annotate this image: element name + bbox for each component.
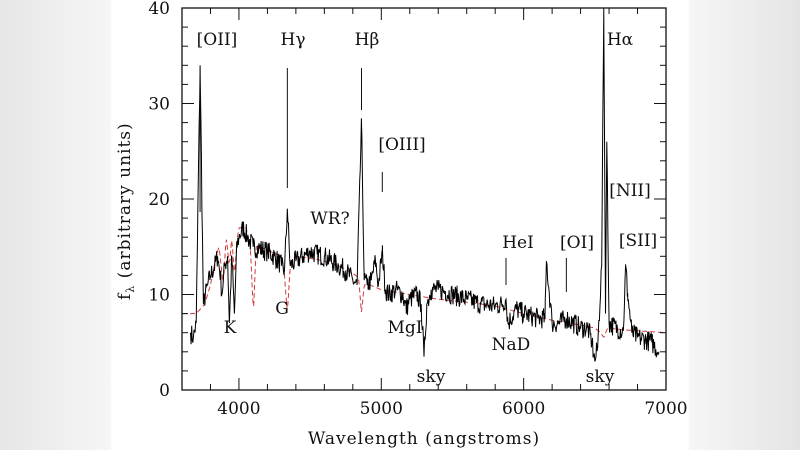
line-label: [SII] bbox=[619, 231, 657, 251]
line-label: Hγ bbox=[281, 30, 306, 50]
y-tick-label: 0 bbox=[159, 381, 170, 401]
line-label: Hβ bbox=[355, 30, 380, 50]
y-axis-label-main: f bbox=[115, 292, 135, 300]
x-axis-label: Wavelength (angstroms) bbox=[308, 429, 540, 449]
line-label: Hα bbox=[607, 30, 634, 50]
line-label: [OII] bbox=[197, 30, 238, 50]
line-label: WR? bbox=[310, 209, 349, 229]
plot-frame bbox=[181, 7, 667, 391]
line-label: sky bbox=[417, 367, 446, 387]
x-tick-label: 7000 bbox=[644, 399, 687, 419]
y-axis-label-sub: λ bbox=[124, 285, 137, 293]
x-tick-label: 4000 bbox=[217, 399, 260, 419]
y-tick-label: 30 bbox=[148, 95, 170, 115]
series-layer bbox=[182, 7, 666, 362]
line-label: [OI] bbox=[560, 233, 594, 253]
line-label: [NII] bbox=[609, 181, 651, 201]
line-label: HeI bbox=[502, 233, 534, 253]
svg-text:fλ (arbitrary units): fλ (arbitrary units) bbox=[115, 122, 137, 300]
tick-layer: 4000 5000 6000 7000 0 10 20 30 40 bbox=[148, 0, 687, 419]
series-observed bbox=[190, 7, 660, 362]
line-label: NaD bbox=[492, 335, 531, 355]
y-tick-label: 10 bbox=[148, 286, 170, 306]
line-label: [OIII] bbox=[378, 135, 425, 155]
line-label: K bbox=[224, 318, 237, 338]
line-label: sky bbox=[586, 367, 615, 387]
y-axis-label: fλ (arbitrary units) bbox=[115, 122, 137, 300]
line-label: MgI bbox=[387, 318, 422, 338]
line-label: G bbox=[275, 299, 289, 319]
y-tick-label: 40 bbox=[148, 0, 170, 19]
annotation-layer: [OII] Hγ Hβ [OIII] WR? HeI [OI] Hα [NII] [SII] K G M… bbox=[197, 30, 657, 387]
x-tick-label: 5000 bbox=[360, 399, 403, 419]
y-tick-label: 20 bbox=[148, 190, 170, 210]
x-tick-label: 6000 bbox=[502, 399, 545, 419]
y-axis-label-rest: (arbitrary units) bbox=[115, 122, 135, 278]
